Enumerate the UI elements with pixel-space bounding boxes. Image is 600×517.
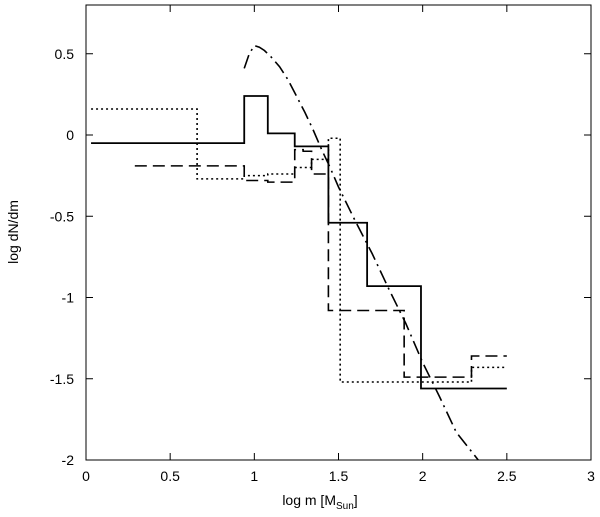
axis-ticks bbox=[85, 5, 592, 461]
x-tick-label: 3 bbox=[587, 468, 595, 484]
y-axis-label: log dN/dm bbox=[5, 200, 21, 264]
x-axis-label-main: log m [M bbox=[282, 492, 336, 508]
x-tick-label: 2 bbox=[419, 468, 427, 484]
x-tick-label: 0 bbox=[82, 468, 90, 484]
plot-frame bbox=[85, 4, 592, 461]
x-axis-label-suffix: ] bbox=[354, 492, 358, 508]
y-tick-label: -1.5 bbox=[50, 371, 74, 387]
x-tick-label: 2.5 bbox=[497, 468, 517, 484]
y-tick-label: -2 bbox=[62, 452, 75, 468]
x-axis-label: log m [MSun] bbox=[282, 492, 357, 512]
series-dashed-line bbox=[134, 148, 507, 378]
series-dotted-line bbox=[91, 108, 507, 383]
x-tick-label: 0.5 bbox=[160, 468, 180, 484]
series-dashdot-line bbox=[243, 44, 479, 461]
series-solid-line bbox=[91, 95, 507, 390]
x-axis-label-sub: Sun bbox=[336, 501, 354, 512]
series-layer bbox=[91, 44, 507, 461]
y-tick-label: 0 bbox=[66, 127, 74, 143]
tick-labels: 0 0.5 1 1.5 2 2.5 3 -2 -1.5 -1 -0.5 0 0.5 bbox=[50, 46, 595, 484]
y-tick-label: 0.5 bbox=[55, 46, 75, 62]
x-tick-label: 1.5 bbox=[329, 468, 349, 484]
y-tick-label: -0.5 bbox=[50, 208, 74, 224]
y-tick-label: -1 bbox=[62, 290, 75, 306]
x-tick-label: 1 bbox=[250, 468, 258, 484]
